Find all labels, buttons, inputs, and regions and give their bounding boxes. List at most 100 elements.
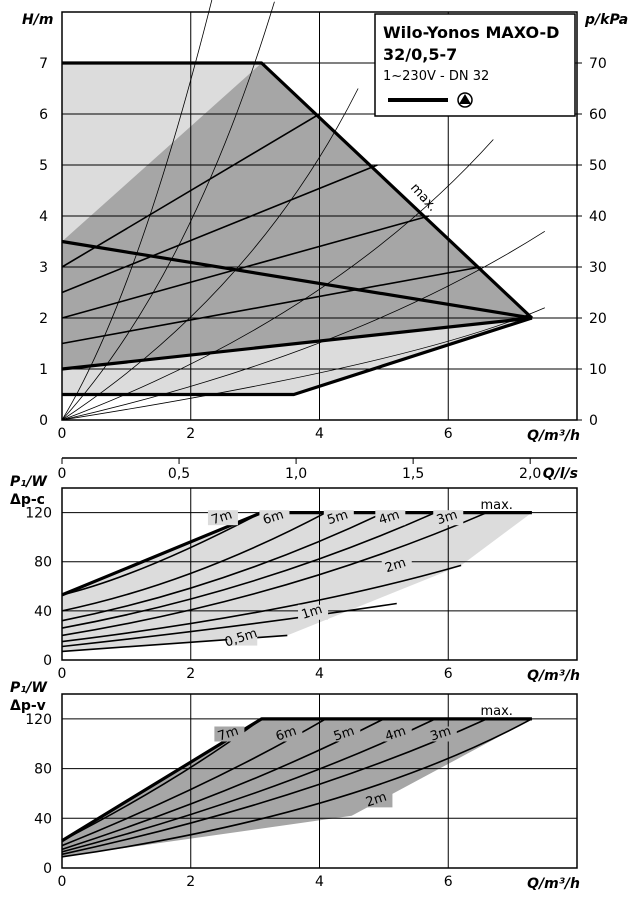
x-tick-label: 4 bbox=[315, 426, 324, 442]
ls-tick-label: 1,0 bbox=[285, 466, 307, 482]
x-tick-label: 4 bbox=[315, 874, 324, 890]
curve-label: 5m bbox=[325, 507, 350, 528]
y-tick-label: 5 bbox=[39, 158, 48, 174]
y-tick-label: 2 bbox=[39, 311, 48, 327]
y-tick-label: 80 bbox=[34, 555, 52, 571]
x-tick-label: 6 bbox=[444, 426, 453, 442]
power-curve-5m bbox=[61, 511, 385, 622]
curve-label: 2m bbox=[383, 555, 408, 576]
power-curve-2m bbox=[61, 718, 533, 858]
y-tick-label: 80 bbox=[34, 762, 52, 778]
y-right-tick-label: 20 bbox=[589, 311, 607, 327]
power-curve-0,5m bbox=[61, 634, 288, 653]
y-tick-label: 0 bbox=[39, 413, 48, 429]
power-curve-3m bbox=[61, 511, 488, 637]
curve-label-bg bbox=[381, 726, 412, 742]
curve-label: 6m bbox=[261, 507, 286, 528]
head-curve-max bbox=[62, 61, 533, 320]
curve-label-bg bbox=[426, 726, 457, 742]
curve-label: 5m bbox=[332, 724, 357, 745]
curve-label: 7m bbox=[210, 507, 235, 528]
curve-label: 3m bbox=[435, 507, 460, 528]
power-dp-v-panel: 0 40 80 120 0 2 4 6 Q/m³/h P₁/W Δp-v 7m 6m 5m 4m 3m 2m ma… bbox=[10, 680, 580, 892]
x-axis-label: Q/m³/h bbox=[527, 668, 580, 684]
y-right-tick-label: 10 bbox=[589, 362, 607, 378]
y-tick-label: 120 bbox=[25, 506, 52, 522]
x-tick-label: 0 bbox=[58, 874, 67, 890]
y-right-axis-label: p/kPa bbox=[584, 12, 628, 28]
curve-label-bg bbox=[330, 726, 361, 742]
y-tick-label: 120 bbox=[25, 712, 52, 728]
control-mode-label: Δp-c bbox=[10, 492, 45, 508]
plot-frame bbox=[61, 487, 578, 661]
ls-tick-label: 0 bbox=[58, 466, 67, 482]
head-curve-1 bbox=[61, 239, 533, 320]
curve-label: 1m bbox=[300, 602, 325, 623]
curve-label: 2m bbox=[364, 790, 389, 811]
y-tick-label: 1 bbox=[39, 362, 48, 378]
y-tick-label: 4 bbox=[39, 209, 48, 225]
y-axis-label: H/m bbox=[22, 12, 53, 28]
y-tick-label: 0 bbox=[43, 861, 52, 877]
y-axis-label: P₁/W bbox=[10, 680, 48, 696]
y-tick-label: 6 bbox=[39, 107, 48, 123]
head-curve-7 bbox=[61, 266, 481, 345]
control-mode-label: Δp-v bbox=[10, 698, 46, 714]
ls-tick-label: 1,5 bbox=[402, 466, 424, 482]
curve-label-bg bbox=[214, 726, 245, 742]
power-curve-4m bbox=[61, 511, 436, 629]
curve-label-bg bbox=[375, 510, 406, 526]
head-curve-2 bbox=[62, 316, 533, 397]
max-power-curve bbox=[61, 717, 532, 843]
x-tick-label: 2 bbox=[186, 426, 195, 442]
y-right-tick-label: 50 bbox=[589, 158, 607, 174]
max-label: max. bbox=[480, 498, 512, 513]
y-right-tick-label: 40 bbox=[589, 209, 607, 225]
power-region bbox=[62, 718, 532, 857]
x-tick-label: 0 bbox=[58, 666, 67, 682]
curve-label-bg bbox=[207, 510, 238, 526]
legend-model: 32/0,5-7 bbox=[383, 45, 457, 64]
power-curve-6m bbox=[61, 511, 327, 612]
curve-label-bg bbox=[259, 510, 290, 526]
curve-label: 6m bbox=[274, 724, 299, 745]
y-right-tick-label: 60 bbox=[589, 107, 607, 123]
y-tick-label: 7 bbox=[39, 56, 48, 72]
curve-label-bg bbox=[323, 510, 354, 526]
head-curve-8 bbox=[61, 317, 532, 370]
curve-label-bg bbox=[298, 604, 329, 620]
y-axis-label: P₁/W bbox=[10, 474, 48, 490]
power-curve-1m bbox=[61, 602, 397, 648]
x-tick-label: 2 bbox=[186, 666, 195, 682]
x-tick-label: 6 bbox=[444, 874, 453, 890]
y-right-tick-label: 0 bbox=[589, 413, 598, 429]
y-tick-label: 40 bbox=[34, 811, 52, 827]
power-dp-c-panel: 0 40 80 120 0 2 4 6 Q/m³/h P₁/W Δp-c 7m 6m 5m 4m 3m 2m 1m… bbox=[10, 474, 580, 684]
head-curve-4 bbox=[61, 113, 320, 268]
legend-title: Wilo-Yonos MAXO-D bbox=[383, 23, 559, 42]
curve-label: 4m bbox=[383, 724, 408, 745]
x-tick-label: 0 bbox=[58, 426, 67, 442]
ls-tick-label: 0,5 bbox=[168, 466, 190, 482]
plot-frame bbox=[61, 693, 578, 869]
curve-label-bg bbox=[362, 792, 393, 808]
x-tick-label: 2 bbox=[186, 874, 195, 890]
x-tick-label: 6 bbox=[444, 666, 453, 682]
x-tick-label: 4 bbox=[315, 666, 324, 682]
x-axis-label: Q/m³/h bbox=[527, 876, 580, 892]
head-curve-6 bbox=[61, 215, 430, 319]
system-curve bbox=[61, 1, 275, 421]
system-curve bbox=[61, 88, 359, 421]
y-tick-label: 0 bbox=[43, 653, 52, 669]
legend-subtitle: 1~230V - DN 32 bbox=[383, 69, 489, 84]
x-axis-label: Q/m³/h bbox=[527, 428, 580, 444]
curve-label-bg bbox=[381, 558, 412, 574]
y-tick-label: 3 bbox=[39, 260, 48, 276]
max-label: max. bbox=[480, 704, 512, 719]
flow-ls-axis-panel: 0 0,5 1,0 1,5 2,0 Q/l/s bbox=[58, 457, 578, 482]
system-curve bbox=[61, 307, 545, 421]
curve-label: 7m bbox=[216, 724, 241, 745]
power-curve-2m bbox=[61, 564, 462, 643]
